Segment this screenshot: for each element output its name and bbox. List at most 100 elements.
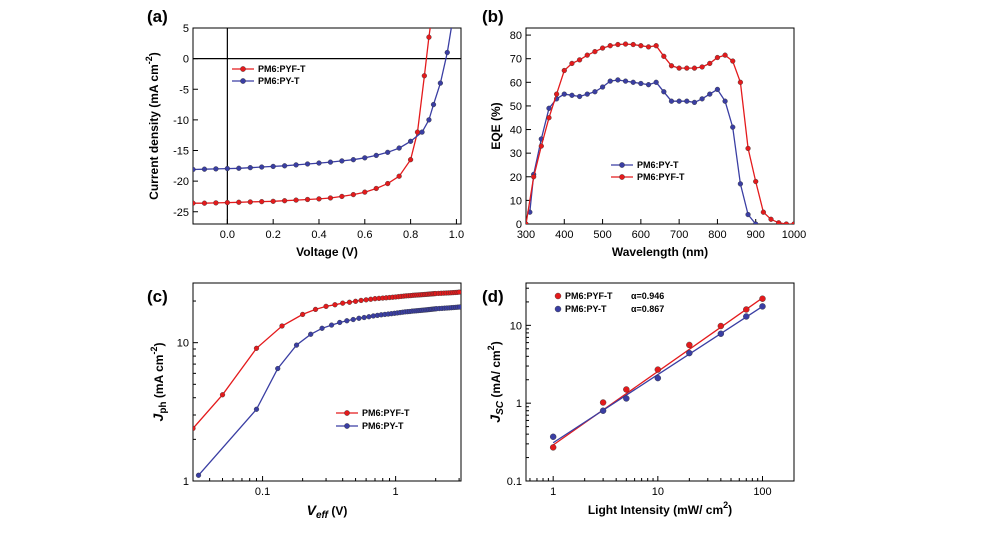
data-point (368, 296, 374, 302)
y-label-close: ) (489, 341, 503, 345)
data-point (668, 98, 675, 104)
data-point (592, 49, 598, 55)
series-red (549, 295, 766, 451)
series-blue (193, 28, 452, 173)
x-tick-label: 1 (393, 486, 399, 498)
legend-swatch-marker (554, 292, 562, 300)
series-red (193, 289, 461, 432)
y-tick-label: -5 (179, 84, 189, 96)
data-point (630, 41, 636, 48)
legend-entry: PM6:PY-T (258, 76, 300, 86)
data-point (615, 77, 621, 83)
data-point (304, 196, 311, 203)
data-point (236, 165, 242, 171)
data-point (195, 472, 202, 478)
data-point (743, 313, 750, 320)
data-point (259, 199, 265, 205)
legend-swatch-marker (554, 305, 562, 313)
legend-swatch-marker (240, 66, 246, 72)
data-point (304, 161, 311, 167)
data-point (707, 60, 713, 67)
data-point (546, 115, 552, 121)
data-point (396, 145, 402, 151)
series-blue (527, 77, 759, 224)
data-point (638, 43, 644, 49)
data-point (219, 392, 226, 398)
data-point (584, 52, 590, 58)
y-label-main: J (487, 414, 503, 423)
data-point (645, 82, 652, 88)
data-point (396, 173, 402, 179)
data-point (293, 162, 299, 168)
series-blue (195, 304, 461, 478)
data-point (730, 124, 736, 130)
x-tick-label: 1.0 (449, 229, 464, 241)
data-point (686, 341, 693, 349)
x-tick-label: 0.6 (357, 229, 372, 241)
data-point (332, 302, 338, 308)
data-point (213, 166, 219, 172)
data-point (201, 200, 208, 206)
data-point (337, 319, 343, 326)
data-point (358, 297, 364, 304)
data-point (385, 149, 391, 155)
data-point (676, 65, 682, 71)
legend-entry: PM6:PYF-T (362, 408, 410, 418)
data-point (743, 306, 750, 313)
y-label-sup: 2 (486, 345, 496, 350)
legend: PM6:PYF-T PM6:PY-T (232, 64, 306, 86)
data-point (615, 41, 621, 48)
y-label-close: ) (152, 343, 166, 347)
data-point (699, 64, 705, 70)
data-point (599, 407, 607, 414)
panel-label: (c) (147, 287, 168, 306)
data-point (691, 99, 698, 105)
data-point (213, 200, 219, 206)
panel-b: 300 400 500 600 700 800 900 1000 0 10 20 30 40 50 60 70… (482, 7, 806, 259)
data-point (224, 199, 230, 206)
data-point (599, 45, 606, 51)
y-axis-label: JSC (mA/ cm2) (486, 341, 506, 422)
y-tick-label: 10 (510, 320, 522, 332)
data-point (339, 158, 345, 164)
data-point (236, 199, 242, 205)
data-point (344, 318, 350, 324)
data-point (373, 152, 379, 159)
data-point (201, 166, 208, 172)
plot-frame (192, 282, 462, 482)
data-point (253, 406, 260, 412)
y-label-unit: (mA cm (152, 355, 166, 402)
alpha-label: α=0.946 (631, 291, 664, 301)
data-point (426, 34, 432, 40)
data-point (373, 185, 379, 192)
data-point (247, 165, 253, 171)
data-point (363, 297, 369, 303)
y-label-unit: (mA/ cm (489, 350, 503, 401)
data-point (293, 197, 299, 203)
data-point (270, 163, 276, 170)
data-point (645, 44, 652, 50)
y-label-close: ) (147, 52, 161, 56)
data-point (722, 52, 728, 58)
data-point (531, 174, 537, 180)
x-tick-label: 900 (747, 229, 765, 241)
panel-a: 0.0 0.2 0.4 0.6 0.8 1.0 5 0 -5 -10 -15 -20 -25 (a) PM6… (144, 7, 464, 259)
x-tick-label: 600 (632, 229, 650, 241)
data-point (717, 322, 725, 330)
data-point (630, 79, 636, 85)
data-point (561, 67, 567, 74)
data-point (421, 73, 427, 79)
x-label-sub: eff (316, 510, 330, 521)
data-point (316, 196, 322, 202)
data-point (293, 342, 300, 348)
y-label-sub: ph (158, 401, 169, 413)
data-point (430, 101, 437, 108)
y-tick-label: -15 (173, 146, 189, 158)
legend-swatch-marker (344, 423, 350, 429)
data-point (561, 91, 567, 97)
data-point (193, 166, 196, 173)
data-point (753, 221, 759, 224)
data-point (730, 58, 736, 64)
data-point (259, 164, 265, 170)
data-point (592, 89, 598, 95)
